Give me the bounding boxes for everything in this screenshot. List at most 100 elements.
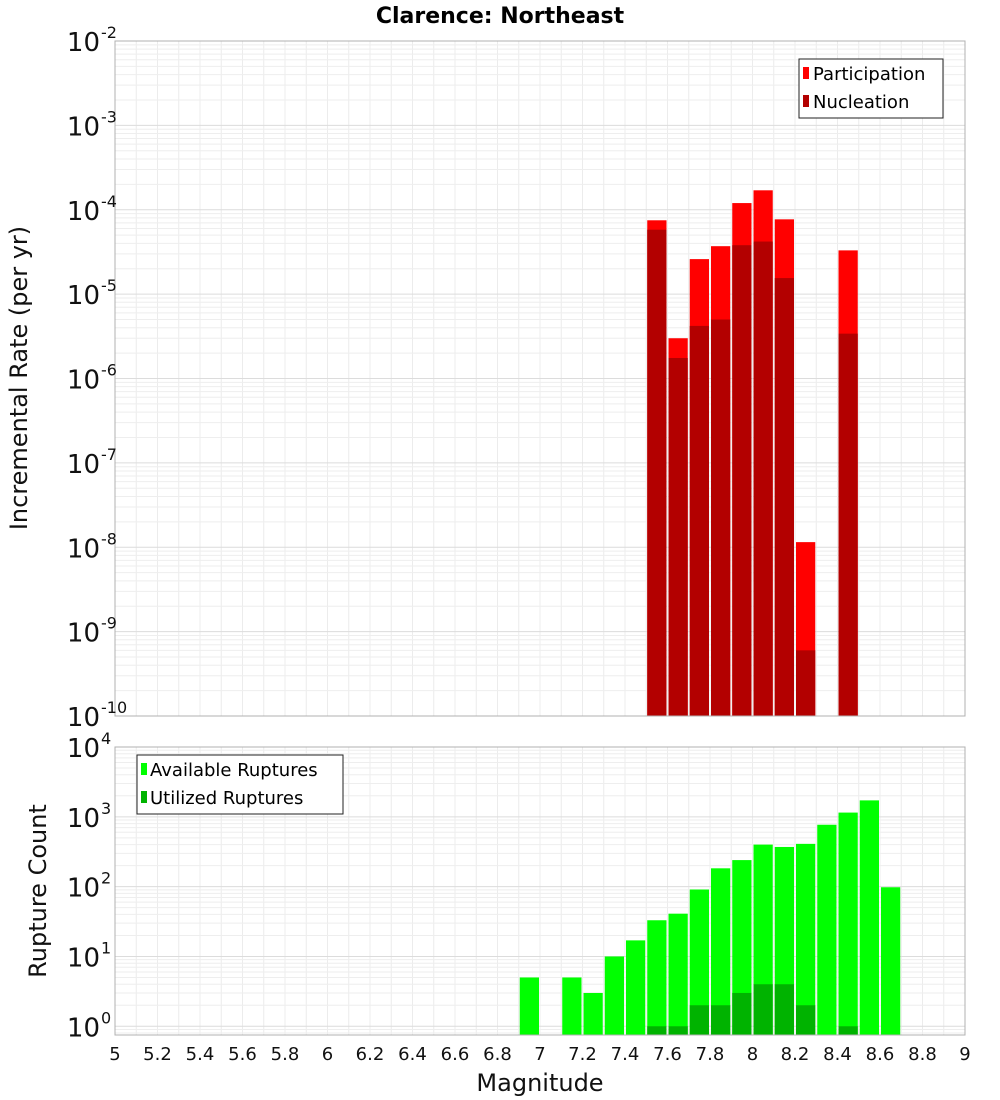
x-tick-label: 8.6 (866, 1044, 895, 1065)
top-bar-nucleation (796, 650, 816, 716)
legend-label-nucleation: Nucleation (813, 92, 909, 113)
legend-label-available: Available Ruptures (150, 760, 318, 781)
bottom-bar-available-ruptures (796, 843, 816, 1035)
top-y-tick-base: 10 (67, 534, 100, 564)
x-tick-label: 5.8 (271, 1044, 300, 1065)
x-tick-label: 6 (322, 1044, 333, 1065)
bottom-y-tick: 10 0 (67, 1008, 111, 1043)
top-y-tick-base: 10 (67, 366, 100, 396)
top-y-tick-exponent: -7 (101, 445, 117, 464)
x-tick-label: 8.8 (908, 1044, 937, 1065)
top-bar-nucleation (647, 229, 667, 717)
bottom-bar-utilized-ruptures (753, 984, 773, 1035)
bottom-bar-utilized-ruptures (838, 1026, 858, 1035)
top-y-tick: 10 -8 (67, 529, 117, 564)
bottom-bar-utilized-ruptures (796, 1005, 816, 1035)
x-tick-label: 7.8 (696, 1044, 725, 1065)
top-y-tick-exponent: -6 (101, 361, 117, 380)
bottom-y-tick-base: 10 (67, 734, 100, 764)
x-tick-label: 5 (109, 1044, 120, 1065)
legend-label-utilized: Utilized Ruptures (150, 788, 303, 809)
legend-swatch-available (141, 763, 147, 775)
bottom-legend: Available Ruptures Utilized Ruptures (136, 754, 344, 815)
bottom-bar-available-ruptures (859, 800, 879, 1035)
x-tick-label: 6.8 (483, 1044, 512, 1065)
top-bar-nucleation (753, 241, 773, 717)
top-y-tick-exponent: -10 (101, 698, 127, 717)
bottom-bar-available-ruptures (647, 920, 667, 1035)
x-tick-label: 7 (534, 1044, 545, 1065)
bottom-bars (519, 800, 901, 1035)
bottom-bar-available-ruptures (519, 977, 539, 1035)
bottom-y-tick: 10 4 (67, 729, 111, 764)
x-tick-label: 7.2 (568, 1044, 597, 1065)
top-y-tick: 10 -4 (67, 192, 117, 227)
x-tick-label: 5.6 (228, 1044, 257, 1065)
bottom-y-tick-exponent: 3 (101, 799, 111, 818)
x-tick-label: 8 (747, 1044, 758, 1065)
x-tick-label: 6.2 (356, 1044, 385, 1065)
top-y-tick: 10 -3 (67, 107, 117, 142)
top-plot-border (114, 40, 966, 717)
top-y-tick-exponent: -9 (101, 614, 117, 633)
top-y-tick: 10 -5 (67, 276, 117, 311)
top-y-tick-base: 10 (67, 281, 100, 311)
top-y-tick-base: 10 (67, 619, 100, 649)
bottom-bar-available-ruptures (604, 956, 624, 1035)
bottom-bar-available-ruptures (838, 812, 858, 1035)
top-y-tick: 10 -10 (67, 698, 127, 733)
bottom-plot-border (114, 746, 966, 1036)
bottom-bar-utilized-ruptures (711, 1005, 731, 1035)
top-y-tick-base: 10 (67, 197, 100, 227)
bottom-y-tick: 10 1 (67, 938, 111, 973)
top-bar-nucleation (838, 333, 858, 716)
bottom-y-tick-base: 10 (67, 804, 100, 834)
bottom-legend-box (136, 754, 344, 815)
bottom-y-axis-title: Rupture Count (24, 804, 52, 978)
bottom-y-tick-exponent: 0 (101, 1008, 111, 1027)
top-y-tick: 10 -2 (67, 23, 117, 58)
top-y-tick: 10 -7 (67, 445, 117, 480)
legend-swatch-participation (803, 67, 809, 79)
top-y-tick-exponent: -2 (101, 23, 117, 42)
bottom-y-tick: 10 2 (67, 869, 111, 904)
x-tick-label: 6.6 (441, 1044, 470, 1065)
chart-title: Clarence: Northeast (376, 4, 625, 29)
bottom-bar-available-ruptures (881, 887, 901, 1035)
top-y-tick: 10 -9 (67, 614, 117, 649)
top-bar-nucleation (774, 278, 794, 716)
bottom-y-tick-base: 10 (67, 943, 100, 973)
top-y-tick-base: 10 (67, 112, 100, 142)
x-tick-label: 8.2 (781, 1044, 810, 1065)
top-y-tick-base: 10 (67, 28, 100, 58)
top-y-tick-base: 10 (67, 450, 100, 480)
bottom-bar-available-ruptures (711, 868, 731, 1035)
legend-swatch-nucleation (803, 95, 809, 107)
top-y-tick-exponent: -3 (101, 107, 117, 126)
top-legend-box (798, 58, 944, 119)
x-tick-label: 9 (959, 1044, 970, 1065)
top-gridlines (114, 40, 966, 717)
bottom-bar-available-ruptures (668, 913, 688, 1035)
bottom-bar-utilized-ruptures (732, 992, 752, 1035)
bottom-bar-available-ruptures (583, 992, 603, 1035)
bottom-bar-available-ruptures (562, 977, 582, 1035)
x-tick-label: 8.4 (823, 1044, 852, 1065)
top-y-tick-exponent: -5 (101, 276, 117, 295)
legend-swatch-utilized (141, 791, 147, 803)
bottom-bar-utilized-ruptures (668, 1026, 688, 1035)
bottom-bar-available-ruptures (626, 940, 646, 1035)
top-bar-nucleation (668, 357, 688, 716)
top-bar-nucleation (732, 245, 752, 717)
top-bar-nucleation (689, 325, 709, 716)
top-legend: Participation Nucleation (798, 58, 944, 119)
legend-label-participation: Participation (813, 64, 925, 85)
bottom-bar-available-ruptures (732, 860, 752, 1035)
top-bars (647, 190, 858, 717)
bottom-bar-available-ruptures (689, 889, 709, 1035)
x-tick-label: 7.6 (653, 1044, 682, 1065)
